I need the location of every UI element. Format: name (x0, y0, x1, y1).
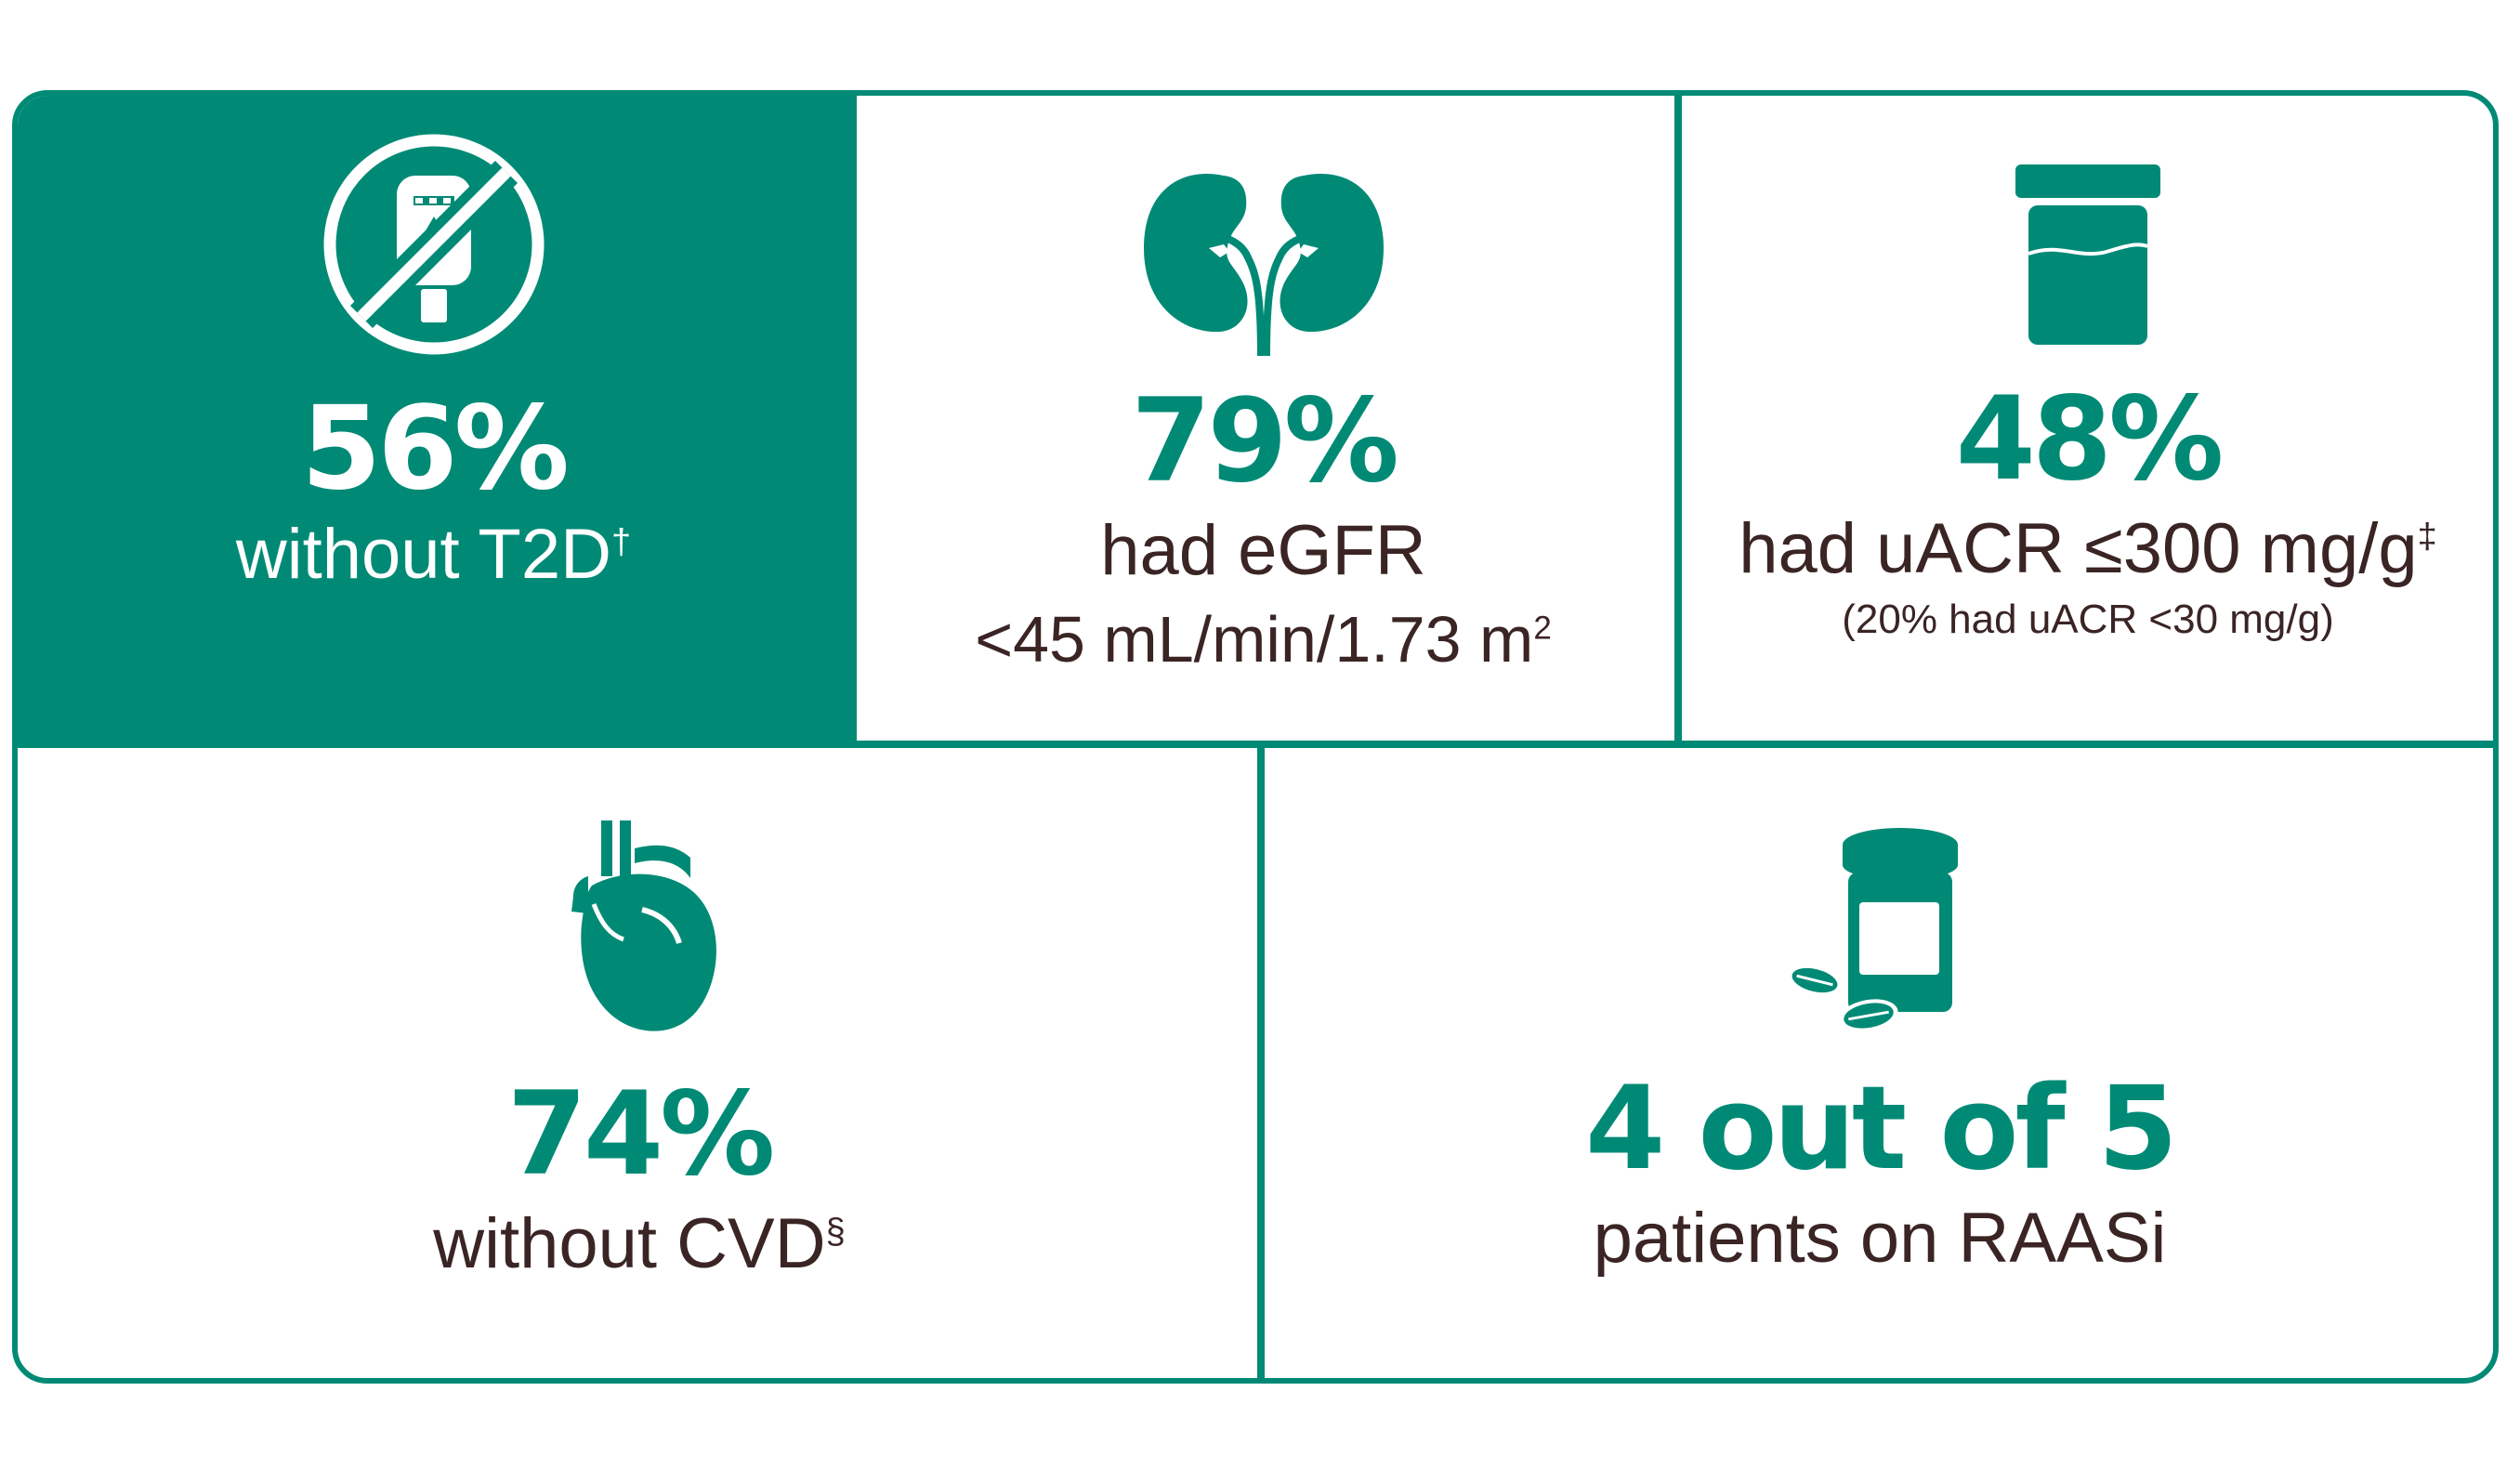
stat-card-without-cvd: 74% without CVD§ (18, 744, 1261, 1378)
heart-icon (560, 820, 718, 1032)
no-glucometer-icon (321, 131, 547, 358)
footnote-dagger: † (610, 522, 632, 562)
stat-value: 4 out of 5 (1585, 1062, 2178, 1196)
stat-label: had eGFR (1100, 511, 1426, 590)
stat-label: had uACR ≤300 mg/g‡ (1739, 514, 2437, 584)
footnote-section: § (825, 1212, 846, 1252)
divider (849, 96, 857, 744)
stat-card-raasi: 4 out of 5 patients on RAASi (1261, 744, 2493, 1378)
stat-label: without CVD§ (433, 1209, 846, 1280)
stat-label-text: without CVD (433, 1204, 826, 1283)
stat-note: (20% had uACR <30 mg/g) (1842, 597, 2334, 642)
stat-label: without T2D† (236, 519, 631, 590)
stat-label-text: had uACR ≤300 mg/g (1739, 509, 2418, 588)
divider (1674, 96, 1682, 744)
divider (1257, 744, 1265, 1378)
stat-value: 74% (506, 1068, 776, 1201)
pill-bottle-icon (1787, 826, 1973, 1032)
stat-value: 48% (1955, 373, 2225, 506)
stat-card-uacr: 48% had uACR ≤300 mg/g‡ (20% had uACR <3… (1677, 96, 2493, 744)
footnote-double-dagger: ‡ (2417, 517, 2437, 557)
stat-label: patients on RAASi (1593, 1199, 2167, 1278)
stat-label-text: without T2D (235, 515, 611, 594)
stat-card-egfr: 79% had eGFR <45 mL/min/1.73 m2 (849, 96, 1677, 744)
superscript-squared: 2 (1533, 610, 1552, 647)
divider (18, 741, 2493, 748)
stat-value: 79% (1131, 374, 1399, 508)
stats-panel: 56% without T2D† 79% had eGFR <45 mL/min… (12, 90, 2499, 1384)
stat-value: 56% (301, 382, 570, 516)
stat-label-threshold-text: <45 mL/min/1.73 m (975, 603, 1534, 676)
specimen-jar-icon (2014, 163, 2162, 348)
stat-label-threshold: <45 mL/min/1.73 m2 (975, 607, 1552, 672)
kidneys-icon (1138, 168, 1389, 356)
stat-card-without-t2d: 56% without T2D† (18, 96, 849, 744)
